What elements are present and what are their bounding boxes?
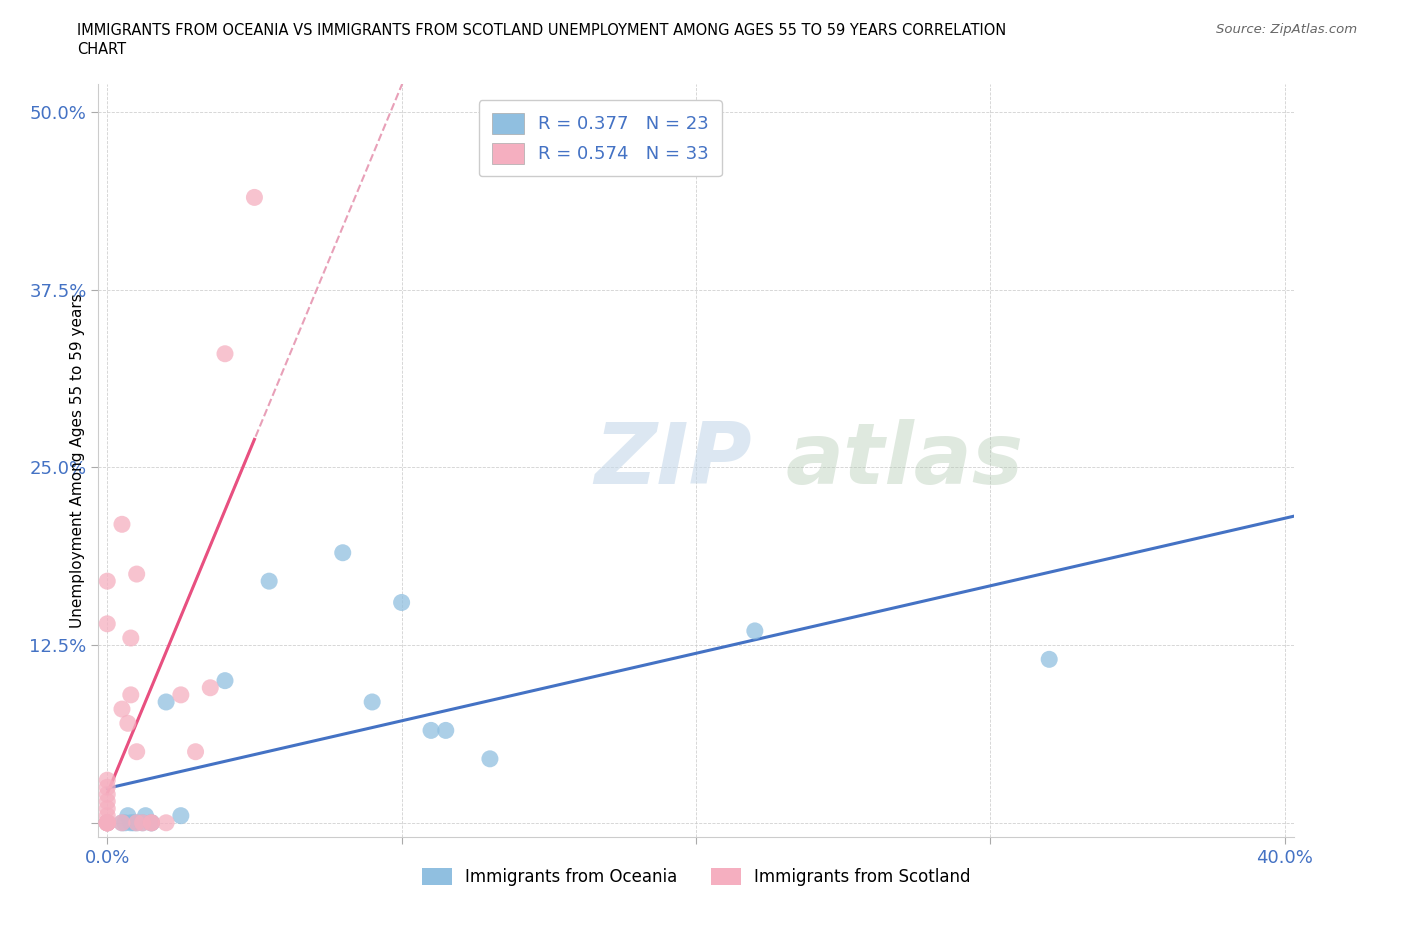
Point [111, 517, 134, 532]
Point [96, 816, 118, 830]
Point [243, 190, 266, 205]
Point [257, 574, 280, 589]
Point [478, 751, 501, 766]
Point [141, 816, 163, 830]
Point [96, 801, 118, 816]
Point [391, 595, 413, 610]
Point [96, 787, 118, 802]
Point [125, 566, 148, 581]
Point [155, 695, 177, 710]
Point [744, 623, 766, 638]
Point [122, 816, 145, 830]
Point [114, 816, 136, 830]
Point [96, 816, 118, 830]
Point [125, 816, 148, 830]
Point [96, 617, 118, 631]
Point [96, 816, 118, 830]
Point [141, 816, 163, 830]
Point [111, 816, 134, 830]
Text: CHART: CHART [77, 42, 127, 57]
Point [141, 816, 163, 830]
Point [96, 816, 118, 830]
Point [96, 808, 118, 823]
Point [131, 816, 153, 830]
Point [96, 816, 118, 830]
Point [141, 816, 163, 830]
Point [420, 723, 443, 737]
Text: IMMIGRANTS FROM OCEANIA VS IMMIGRANTS FROM SCOTLAND UNEMPLOYMENT AMONG AGES 55 T: IMMIGRANTS FROM OCEANIA VS IMMIGRANTS FR… [77, 23, 1007, 38]
Point [120, 687, 142, 702]
Point [96, 816, 118, 830]
Point [155, 816, 177, 830]
Point [117, 808, 139, 823]
Point [120, 816, 142, 830]
Y-axis label: Unemployment Among Ages 55 to 59 years: Unemployment Among Ages 55 to 59 years [69, 293, 84, 628]
Point [96, 816, 118, 830]
Point [361, 695, 384, 710]
Point [200, 681, 222, 696]
Point [184, 744, 207, 759]
Point [96, 773, 118, 788]
Text: ZIP: ZIP [595, 418, 752, 502]
Point [120, 631, 142, 645]
Point [214, 673, 236, 688]
Point [170, 808, 193, 823]
Point [117, 716, 139, 731]
Point [96, 780, 118, 795]
Point [125, 816, 148, 830]
Point [134, 808, 156, 823]
Point [434, 723, 457, 737]
Point [96, 816, 118, 830]
Point [111, 701, 134, 716]
Point [1038, 652, 1060, 667]
Point [125, 744, 148, 759]
Point [96, 794, 118, 809]
Point [111, 816, 134, 830]
Point [131, 816, 153, 830]
Point [332, 545, 354, 560]
Point [170, 687, 193, 702]
Point [96, 574, 118, 589]
Text: atlas: atlas [786, 418, 1024, 502]
Point [214, 346, 236, 361]
Legend: Immigrants from Oceania, Immigrants from Scotland: Immigrants from Oceania, Immigrants from… [415, 861, 977, 893]
Text: Source: ZipAtlas.com: Source: ZipAtlas.com [1216, 23, 1357, 36]
